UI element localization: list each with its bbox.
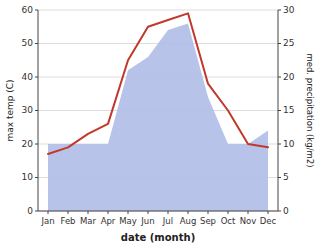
x-tick-label: May <box>119 216 137 226</box>
grid-line <box>38 211 278 212</box>
y2-tick <box>278 177 281 178</box>
x-tick-label: Jun <box>140 216 154 226</box>
axes: 0 10 20 30 40 50 60 0 5 10 15 20 25 30 Jan Feb Mar AprMay… <box>22 5 295 227</box>
y-tick-label: 40 <box>22 72 34 82</box>
y-tick <box>35 10 38 11</box>
y2-tick <box>278 10 281 11</box>
x-tick-label: Dec <box>260 216 277 226</box>
x-tick-label: Mar <box>80 216 97 226</box>
x-tick <box>128 211 129 214</box>
y-tick-label: 0 <box>27 206 33 216</box>
y2-tick <box>278 211 281 212</box>
y2-tick-label: 5 <box>283 172 289 182</box>
grid <box>38 10 278 211</box>
x-tick-label: Aug <box>180 216 197 226</box>
temperature-line <box>48 13 268 154</box>
y2-tick-label: 10 <box>283 139 295 149</box>
x-tick-label: Feb <box>60 216 75 226</box>
y2-axis-title: med. precipitation (kg/m2) <box>305 53 315 167</box>
y-tick-label: 20 <box>22 139 34 149</box>
y-tick <box>35 177 38 178</box>
y2-tick <box>278 43 281 44</box>
x-tick <box>268 211 269 214</box>
y-tick <box>35 77 38 78</box>
x-tick <box>248 211 249 214</box>
x-tick-label: Sep <box>200 216 216 226</box>
x-tick <box>228 211 229 214</box>
y2-tick-label: 15 <box>283 105 294 115</box>
chart: 0 10 20 30 40 50 60 0 5 10 15 20 25 30 Jan Feb Mar AprMay… <box>0 0 318 247</box>
x-tick <box>88 211 89 214</box>
x-tick <box>68 211 69 214</box>
y-tick <box>35 211 38 212</box>
plot-area <box>48 13 268 211</box>
x-tick <box>108 211 109 214</box>
y2-tick-label: 20 <box>283 72 295 82</box>
y2-tick <box>278 77 281 78</box>
y2-tick-label: 30 <box>283 5 295 15</box>
x-axis-title: date (month) <box>121 232 195 243</box>
x-tick <box>148 211 149 214</box>
x-tick <box>48 211 49 214</box>
y-tick <box>35 110 38 111</box>
y-tick-label: 60 <box>22 5 34 15</box>
y-tick <box>35 144 38 145</box>
x-tick-label: Apr <box>101 216 116 226</box>
x-tick-label: Jan <box>40 216 54 226</box>
y2-tick-label: 25 <box>283 38 294 48</box>
x-tick-label: Nov <box>240 216 257 226</box>
y-tick <box>35 43 38 44</box>
x-tick-label: Jul <box>162 216 173 226</box>
x-tick <box>168 211 169 214</box>
x-tick <box>208 211 209 214</box>
x-axis-line <box>38 211 278 212</box>
x-tick <box>188 211 189 214</box>
precipitation-area <box>48 23 268 211</box>
y-tick-label: 50 <box>22 38 34 48</box>
y-tick-label: 30 <box>22 105 34 115</box>
grid-line <box>38 10 278 11</box>
y2-tick-label: 0 <box>283 206 289 216</box>
y2-tick <box>278 110 281 111</box>
y-tick-label: 10 <box>22 172 34 182</box>
y2-tick <box>278 144 281 145</box>
y-axis-title: max temp (C) <box>5 79 15 141</box>
x-tick-label: Oct <box>221 216 236 226</box>
